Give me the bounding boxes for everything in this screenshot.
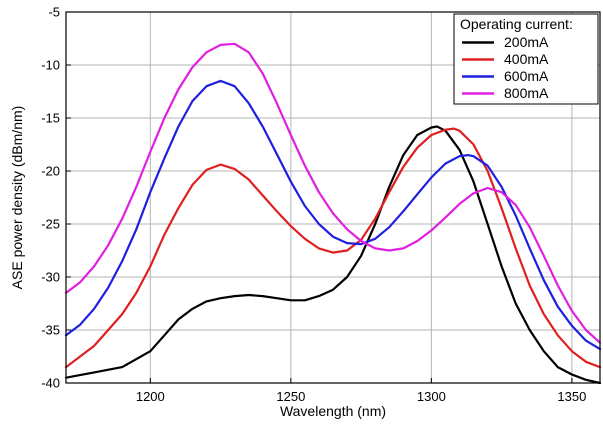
y-tick-label: -5 [48,5,60,20]
y-tick-label: -20 [41,164,60,179]
x-tick-label: 1350 [557,389,586,404]
x-tick-label: 1200 [136,389,165,404]
axis-ticks: 1200 1250 1300 1350 -40 -35 -30 -25 -20 -15 -10 -5 [41,5,586,405]
y-tick-label: -25 [41,217,60,232]
x-axis-title: Wavelength (nm) [280,403,386,419]
series-line-800mA [64,42,602,344]
series-line-200mA [64,125,602,385]
y-tick-label: -30 [41,270,60,285]
legend-label-400mA: 400mA [504,51,549,67]
y-axis-title: ASE power density (dBm/nm) [9,106,25,290]
legend-label-800mA: 800mA [504,85,549,101]
plot-frame [65,11,601,384]
x-tick-label: 1300 [417,389,446,404]
y-tick-label: -35 [41,323,60,338]
series-line-400mA [64,127,602,369]
legend-label-200mA: 200mA [504,34,549,50]
legend-label-600mA: 600mA [504,68,549,84]
series-line-600mA [64,79,602,351]
y-tick-label: -40 [41,376,60,391]
legend-title: Operating current: [460,16,573,32]
y-tick-label: -15 [41,111,60,126]
x-tick-label: 1250 [276,389,305,404]
y-tick-label: -10 [41,58,60,73]
series-lines [64,42,602,385]
